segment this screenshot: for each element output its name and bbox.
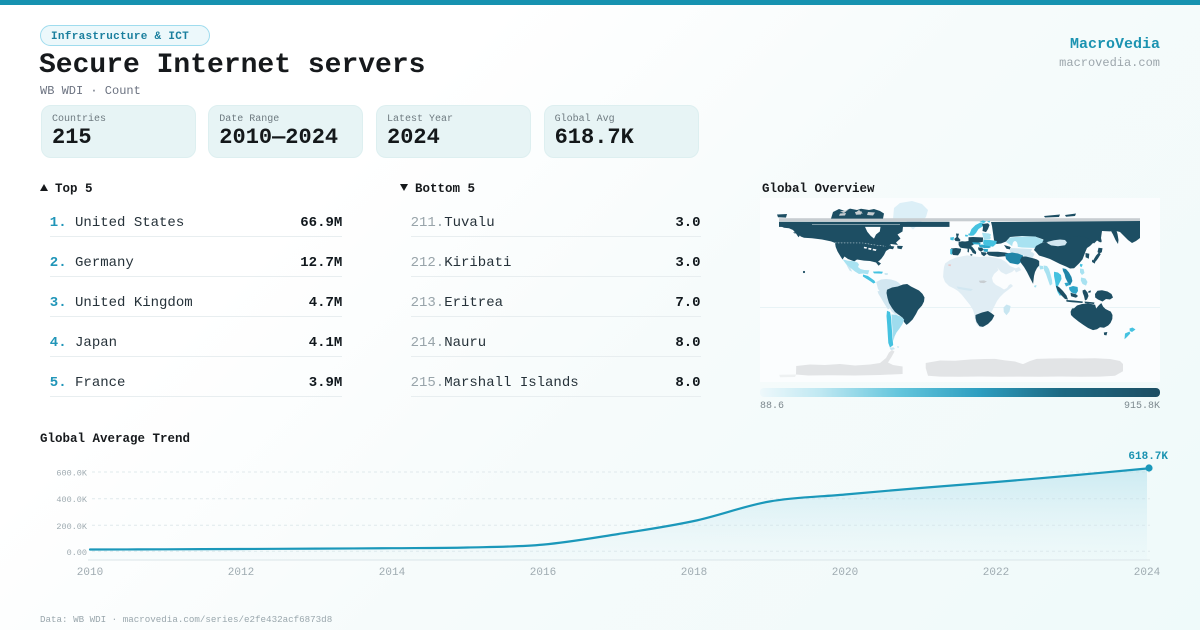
svg-text:2016: 2016 bbox=[530, 567, 556, 579]
svg-text:2024: 2024 bbox=[1134, 567, 1161, 579]
svg-text:2010: 2010 bbox=[77, 567, 103, 579]
svg-text:2018: 2018 bbox=[681, 567, 707, 579]
svg-text:400.0K: 400.0K bbox=[56, 495, 88, 505]
svg-text:2012: 2012 bbox=[228, 567, 254, 579]
svg-text:2020: 2020 bbox=[832, 567, 858, 579]
svg-text:618.7K: 618.7K bbox=[1128, 451, 1168, 463]
svg-text:2022: 2022 bbox=[983, 567, 1009, 579]
svg-text:200.0K: 200.0K bbox=[56, 522, 88, 532]
svg-text:2014: 2014 bbox=[379, 567, 406, 579]
svg-text:600.0K: 600.0K bbox=[56, 469, 88, 479]
svg-text:0.00: 0.00 bbox=[67, 548, 87, 558]
